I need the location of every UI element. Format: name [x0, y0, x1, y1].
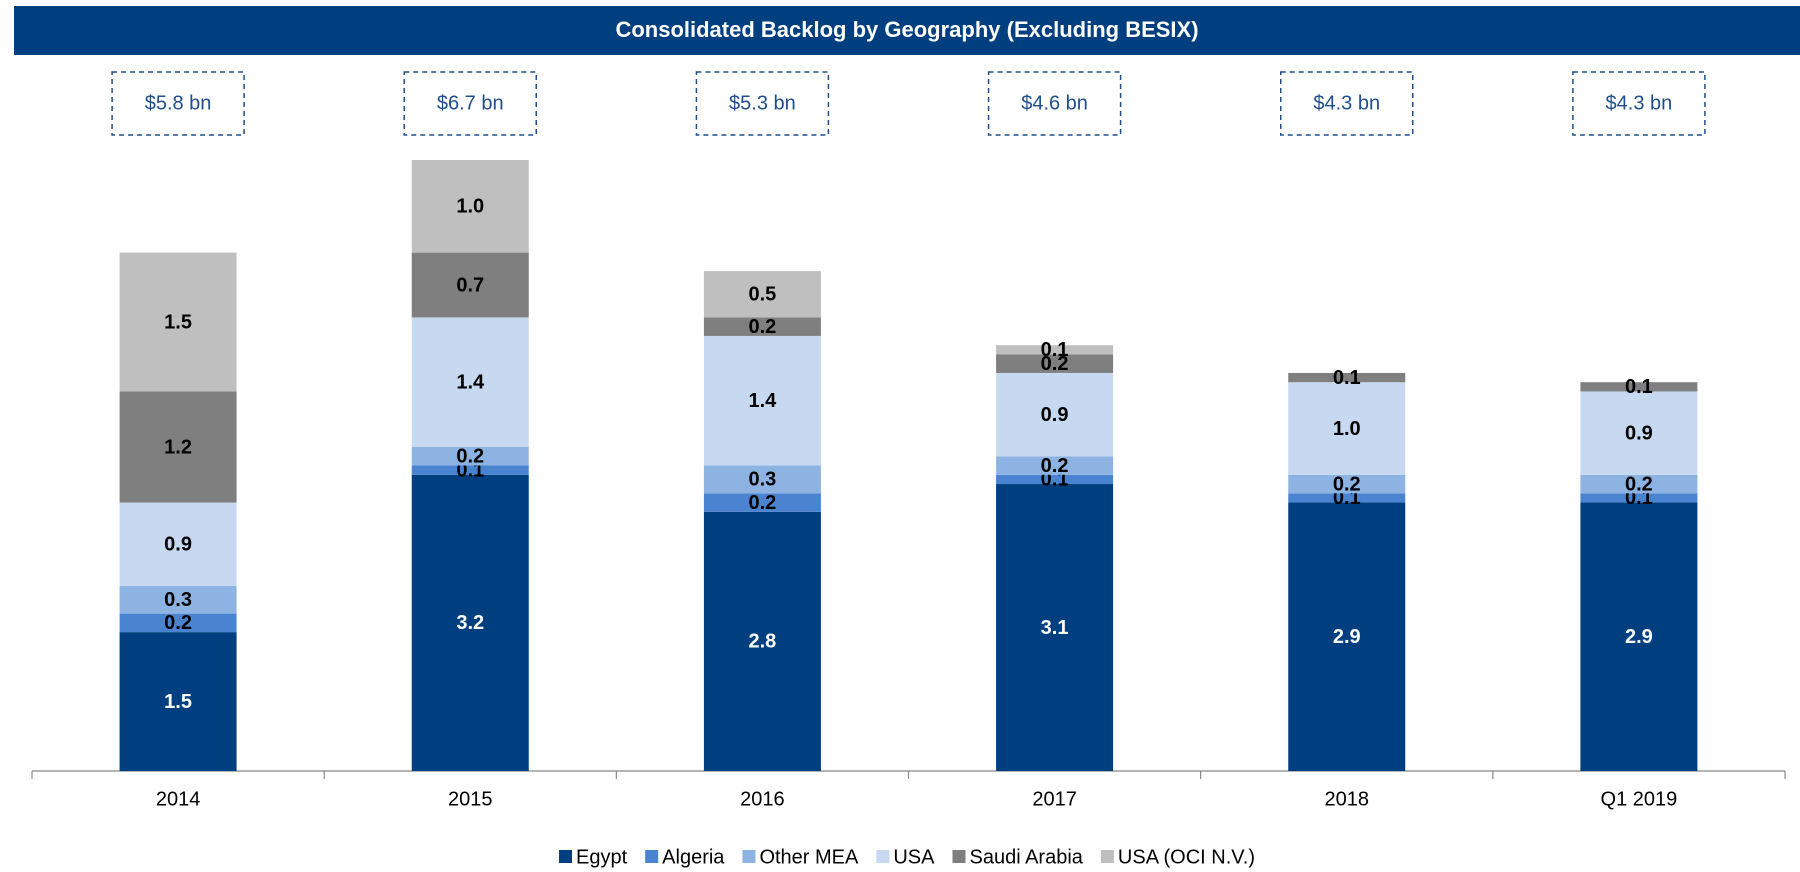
bar-segment [703, 335, 821, 466]
total-label: $6.7 bn [437, 92, 504, 114]
legend-label: USA [893, 846, 935, 868]
bar-segment [703, 271, 821, 318]
bar-segment [119, 502, 237, 586]
data-label: 0.9 [1625, 422, 1653, 444]
bar-segment [996, 372, 1114, 457]
legend-label: Egypt [576, 846, 628, 868]
bar-segment [703, 493, 821, 512]
bar-segment [1288, 372, 1406, 383]
bar-segment [1288, 502, 1406, 771]
legend-swatch [876, 850, 890, 863]
data-label: 1.5 [164, 311, 192, 333]
bar-segment [119, 391, 237, 503]
legend-swatch [559, 850, 573, 863]
legend-swatch [742, 850, 756, 863]
data-label: 0.2 [1041, 353, 1069, 375]
legend-swatch [645, 850, 659, 863]
bar-segment [119, 252, 237, 392]
x-tick-label: Q1 2019 [1601, 788, 1678, 810]
total-box [111, 71, 245, 136]
bar-segment [996, 474, 1114, 485]
bar-segment [1580, 391, 1698, 475]
bar-segment [996, 354, 1114, 373]
data-label: 0.1 [1333, 367, 1361, 389]
legend-label: USA (OCI N.V.) [1118, 846, 1255, 868]
data-label: 1.4 [456, 371, 485, 393]
data-label: 0.2 [1041, 455, 1069, 477]
data-label: 2.9 [1625, 626, 1653, 648]
bar-segment [411, 465, 529, 475]
bar-segment [411, 317, 529, 447]
legend: Egypt Algeria Other MEA USA Saudi Arabia USA … [559, 846, 1255, 868]
bar-segment [1288, 382, 1406, 475]
bar-segment [996, 456, 1114, 475]
data-label: 1.2 [164, 436, 192, 458]
data-label: 3.1 [1041, 617, 1069, 639]
data-label: 1.0 [1333, 418, 1361, 440]
bar-segment [119, 613, 237, 633]
bar-segment [703, 511, 821, 771]
bar-segment [703, 317, 821, 336]
bar-segment [1580, 474, 1698, 494]
total-box [1572, 71, 1706, 136]
total-box [695, 71, 830, 136]
total-box [1280, 71, 1414, 136]
data-label: 0.5 [749, 284, 777, 306]
data-label: 1.5 [164, 691, 192, 713]
data-label: 0.7 [456, 274, 484, 296]
legend-swatch [1100, 850, 1114, 863]
data-label: 0.9 [1041, 404, 1069, 426]
total-label: $5.8 bn [145, 92, 212, 114]
data-label: 3.2 [456, 612, 484, 634]
x-tick-label: 2015 [448, 788, 493, 810]
data-label: 0.9 [164, 533, 192, 555]
data-label: 1.0 [456, 196, 484, 218]
chart-title: Consolidated Backlog by Geography (Exclu… [615, 17, 1198, 42]
bar-segment [996, 484, 1114, 771]
bar-segment [996, 345, 1114, 355]
bar-segment [411, 160, 529, 253]
legend-label: Algeria [662, 846, 725, 868]
total-box [403, 71, 537, 136]
x-tick-label: 2014 [156, 788, 201, 810]
bar-segment [411, 252, 529, 318]
total-label: $4.3 bn [1606, 92, 1673, 114]
data-label: 0.2 [456, 446, 484, 468]
title-bar [14, 6, 1800, 55]
data-label: 0.2 [164, 612, 192, 634]
total-box [987, 71, 1122, 136]
total-label: $5.3 bn [729, 92, 796, 114]
bar-segment [1288, 493, 1406, 503]
data-label: 0.2 [749, 492, 777, 514]
data-label: 0.3 [164, 589, 192, 611]
bar-segment [119, 632, 237, 771]
total-label: $4.6 bn [1021, 92, 1088, 114]
data-label: 0.3 [749, 469, 777, 491]
x-tick-label: 2016 [740, 788, 785, 810]
bar-segment [1580, 502, 1698, 771]
bar-segment [119, 585, 237, 614]
data-label: 0.2 [1625, 473, 1653, 495]
data-label: 0.1 [1625, 376, 1653, 398]
bar-segment [1580, 493, 1698, 503]
data-label: 2.8 [749, 631, 777, 653]
bar-segment [703, 465, 821, 494]
legend-label: Other MEA [759, 846, 859, 868]
data-label: 0.1 [1041, 339, 1069, 361]
x-tick-label: 2017 [1032, 788, 1077, 810]
data-label: 0.2 [1333, 473, 1361, 495]
data-label: 0.2 [749, 316, 777, 338]
data-label: 1.4 [749, 390, 778, 412]
data-label: 2.9 [1333, 626, 1361, 648]
x-tick-label: 2018 [1325, 788, 1370, 810]
total-label: $4.3 bn [1313, 92, 1380, 114]
bar-segment [1580, 382, 1698, 392]
bar-segment [1288, 474, 1406, 494]
bar-segment [411, 474, 529, 771]
legend-swatch [952, 850, 966, 863]
bar-segment [411, 447, 529, 466]
legend-label: Saudi Arabia [969, 846, 1083, 868]
